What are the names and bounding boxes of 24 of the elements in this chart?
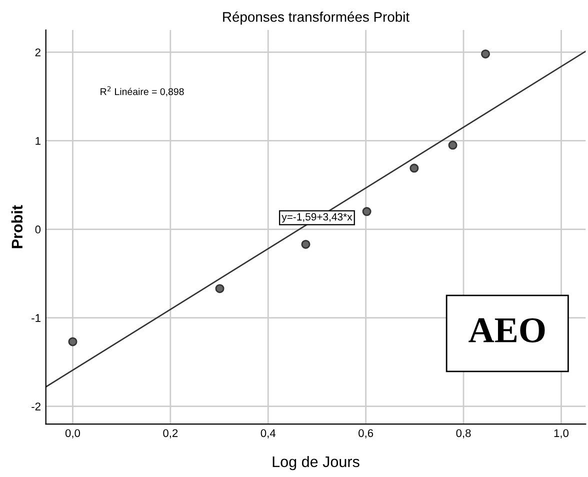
chart-title: Réponses transformées Probit bbox=[223, 11, 410, 25]
y-tick-label: -1 bbox=[32, 314, 40, 322]
point bbox=[215, 284, 224, 294]
y-tick-label: 1 bbox=[36, 137, 40, 145]
y-tick-label: 2 bbox=[35, 48, 40, 56]
x-tick-label: 0,2 bbox=[163, 429, 178, 438]
annotation: y=-1,59+3,43*x bbox=[282, 213, 352, 223]
annotation: AEO bbox=[468, 318, 545, 342]
x-tick-label: 0,0 bbox=[65, 429, 80, 438]
point bbox=[68, 337, 78, 346]
point bbox=[410, 164, 419, 173]
x-tick-label: 1,0 bbox=[554, 429, 569, 438]
x-tick-label: 0,4 bbox=[260, 429, 276, 438]
point bbox=[448, 140, 458, 150]
point bbox=[481, 49, 490, 58]
y-axis-title: Probit bbox=[11, 205, 23, 248]
y-tick-label: -2 bbox=[32, 402, 40, 410]
x-axis-title: Log de Jours bbox=[272, 456, 360, 470]
point bbox=[362, 207, 372, 216]
annotation: R$^{2}$ Linéaire = 0,898 bbox=[100, 86, 184, 96]
point bbox=[301, 240, 310, 249]
y-tick-label: 0 bbox=[35, 226, 41, 234]
x-tick-label: 0,6 bbox=[358, 429, 374, 438]
x-tick-label: 0,8 bbox=[456, 429, 471, 438]
